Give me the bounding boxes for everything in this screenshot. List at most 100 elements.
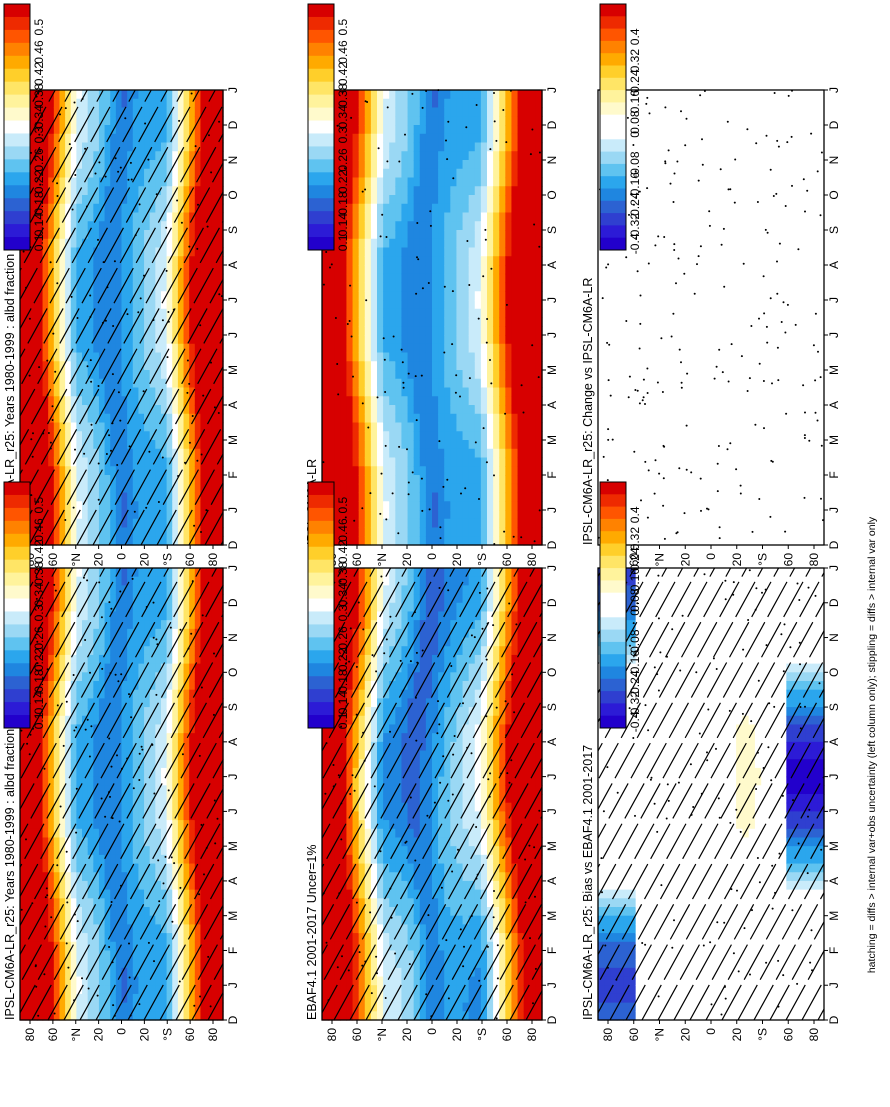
heatmap-cell: [160, 466, 168, 476]
heatmap-cell: [25, 837, 32, 847]
heatmap-cell: [25, 370, 32, 380]
heatmap-cell: [82, 750, 89, 760]
heatmap-cell: [82, 646, 89, 656]
heatmap-cell: [76, 663, 83, 673]
stipple-dot: [46, 359, 49, 362]
heatmap-cell: [334, 387, 341, 397]
heatmap-cell: [104, 976, 111, 986]
heatmap-cell: [217, 317, 224, 327]
heatmap-cell: [370, 405, 378, 415]
heatmap-cell: [115, 203, 123, 214]
heatmap-cell: [87, 663, 94, 673]
heatmap-cell: [166, 715, 173, 726]
heatmap-cell: [104, 872, 111, 882]
heatmap-cell: [98, 221, 106, 231]
heatmap-cell: [166, 628, 173, 639]
heatmap-cell: [82, 352, 89, 362]
heatmap-cell: [59, 776, 66, 786]
heatmap-cell: [48, 247, 55, 257]
heatmap-cell: [127, 300, 134, 310]
heatmap-cell: [166, 361, 173, 371]
stipple-dot: [64, 519, 67, 521]
heatmap-cell: [183, 238, 190, 249]
heatmap-cell: [65, 872, 72, 882]
heatmap-cell: [53, 125, 61, 135]
heatmap-cell: [189, 776, 196, 786]
heatmap-cell: [389, 501, 396, 511]
heatmap-cell: [76, 689, 83, 699]
heatmap-cell: [31, 273, 38, 284]
heatmap-cell: [48, 820, 55, 830]
heatmap-cell: [42, 396, 49, 406]
heatmap-cell: [127, 846, 134, 856]
heatmap-cell: [87, 378, 94, 389]
heatmap-cell: [65, 750, 72, 760]
heatmap-cell: [389, 378, 396, 389]
heatmap-cell: [166, 776, 173, 786]
heatmap-cell: [200, 273, 207, 284]
heatmap-cell: [59, 230, 66, 240]
heatmap-cell: [144, 576, 151, 586]
heatmap-cell: [36, 457, 44, 467]
heatmap-cell: [104, 90, 111, 100]
heatmap-cell: [346, 396, 354, 406]
heatmap-cell: [20, 256, 27, 266]
heatmap-cell: [53, 898, 61, 908]
heatmap-cell: [211, 133, 218, 144]
colorbar-tick-label: 0.3: [32, 604, 46, 621]
heatmap-cell: [166, 457, 173, 467]
heatmap-cell: [200, 802, 207, 812]
heatmap-cell: [211, 880, 218, 891]
heatmap-cell: [144, 672, 151, 682]
heatmap-cell: [65, 568, 72, 578]
heatmap-cell: [346, 422, 354, 432]
heatmap-cell: [121, 628, 128, 639]
heatmap-cell: [194, 846, 202, 856]
heatmap-cell: [93, 448, 100, 459]
heatmap-cell: [194, 898, 202, 908]
heatmap-cell: [42, 151, 49, 161]
heatmap-cell: [42, 221, 49, 231]
heatmap-cell: [189, 536, 196, 546]
heatmap-cell: [59, 880, 66, 891]
heatmap-cell: [364, 186, 372, 196]
heatmap-cell: [177, 352, 185, 362]
heatmap-cell: [183, 326, 190, 336]
heatmap-cell: [132, 510, 140, 520]
heatmap-cell: [121, 335, 128, 345]
heatmap-cell: [322, 448, 329, 459]
heatmap-cell: [377, 492, 384, 502]
heatmap-cell: [144, 654, 151, 665]
heatmap-cell: [346, 282, 354, 292]
heatmap-cell: [59, 483, 66, 494]
heatmap-cell: [395, 308, 403, 319]
heatmap-cell: [70, 98, 77, 109]
heatmap-cell: [115, 993, 123, 1004]
heatmap-cell: [177, 967, 185, 978]
stipple-dot: [171, 920, 174, 923]
heatmap-cell: [87, 90, 94, 100]
heatmap-cell: [206, 413, 213, 424]
heatmap-cell: [389, 352, 396, 362]
heatmap-cell: [358, 475, 366, 485]
heatmap-cell: [177, 448, 185, 459]
heatmap-cell: [82, 378, 89, 389]
heatmap-cell: [48, 107, 55, 117]
heatmap-cell: [42, 212, 49, 222]
heatmap-cell: [160, 759, 168, 769]
heatmap-cell: [98, 654, 106, 665]
stipple-dot: [178, 980, 181, 983]
heatmap-cell: [389, 291, 396, 301]
heatmap-cell: [194, 133, 202, 144]
heatmap-cell: [59, 107, 66, 117]
stipple-dot: [76, 317, 79, 319]
heatmap-cell: [138, 628, 145, 639]
heatmap-cell: [340, 431, 348, 441]
heatmap-cell: [115, 724, 123, 734]
heatmap-cell: [36, 637, 44, 647]
heatmap-cell: [76, 715, 83, 726]
heatmap-cell: [194, 483, 202, 494]
heatmap-cell: [189, 846, 196, 856]
heatmap-cell: [189, 177, 196, 187]
heatmap-cell: [200, 308, 207, 319]
